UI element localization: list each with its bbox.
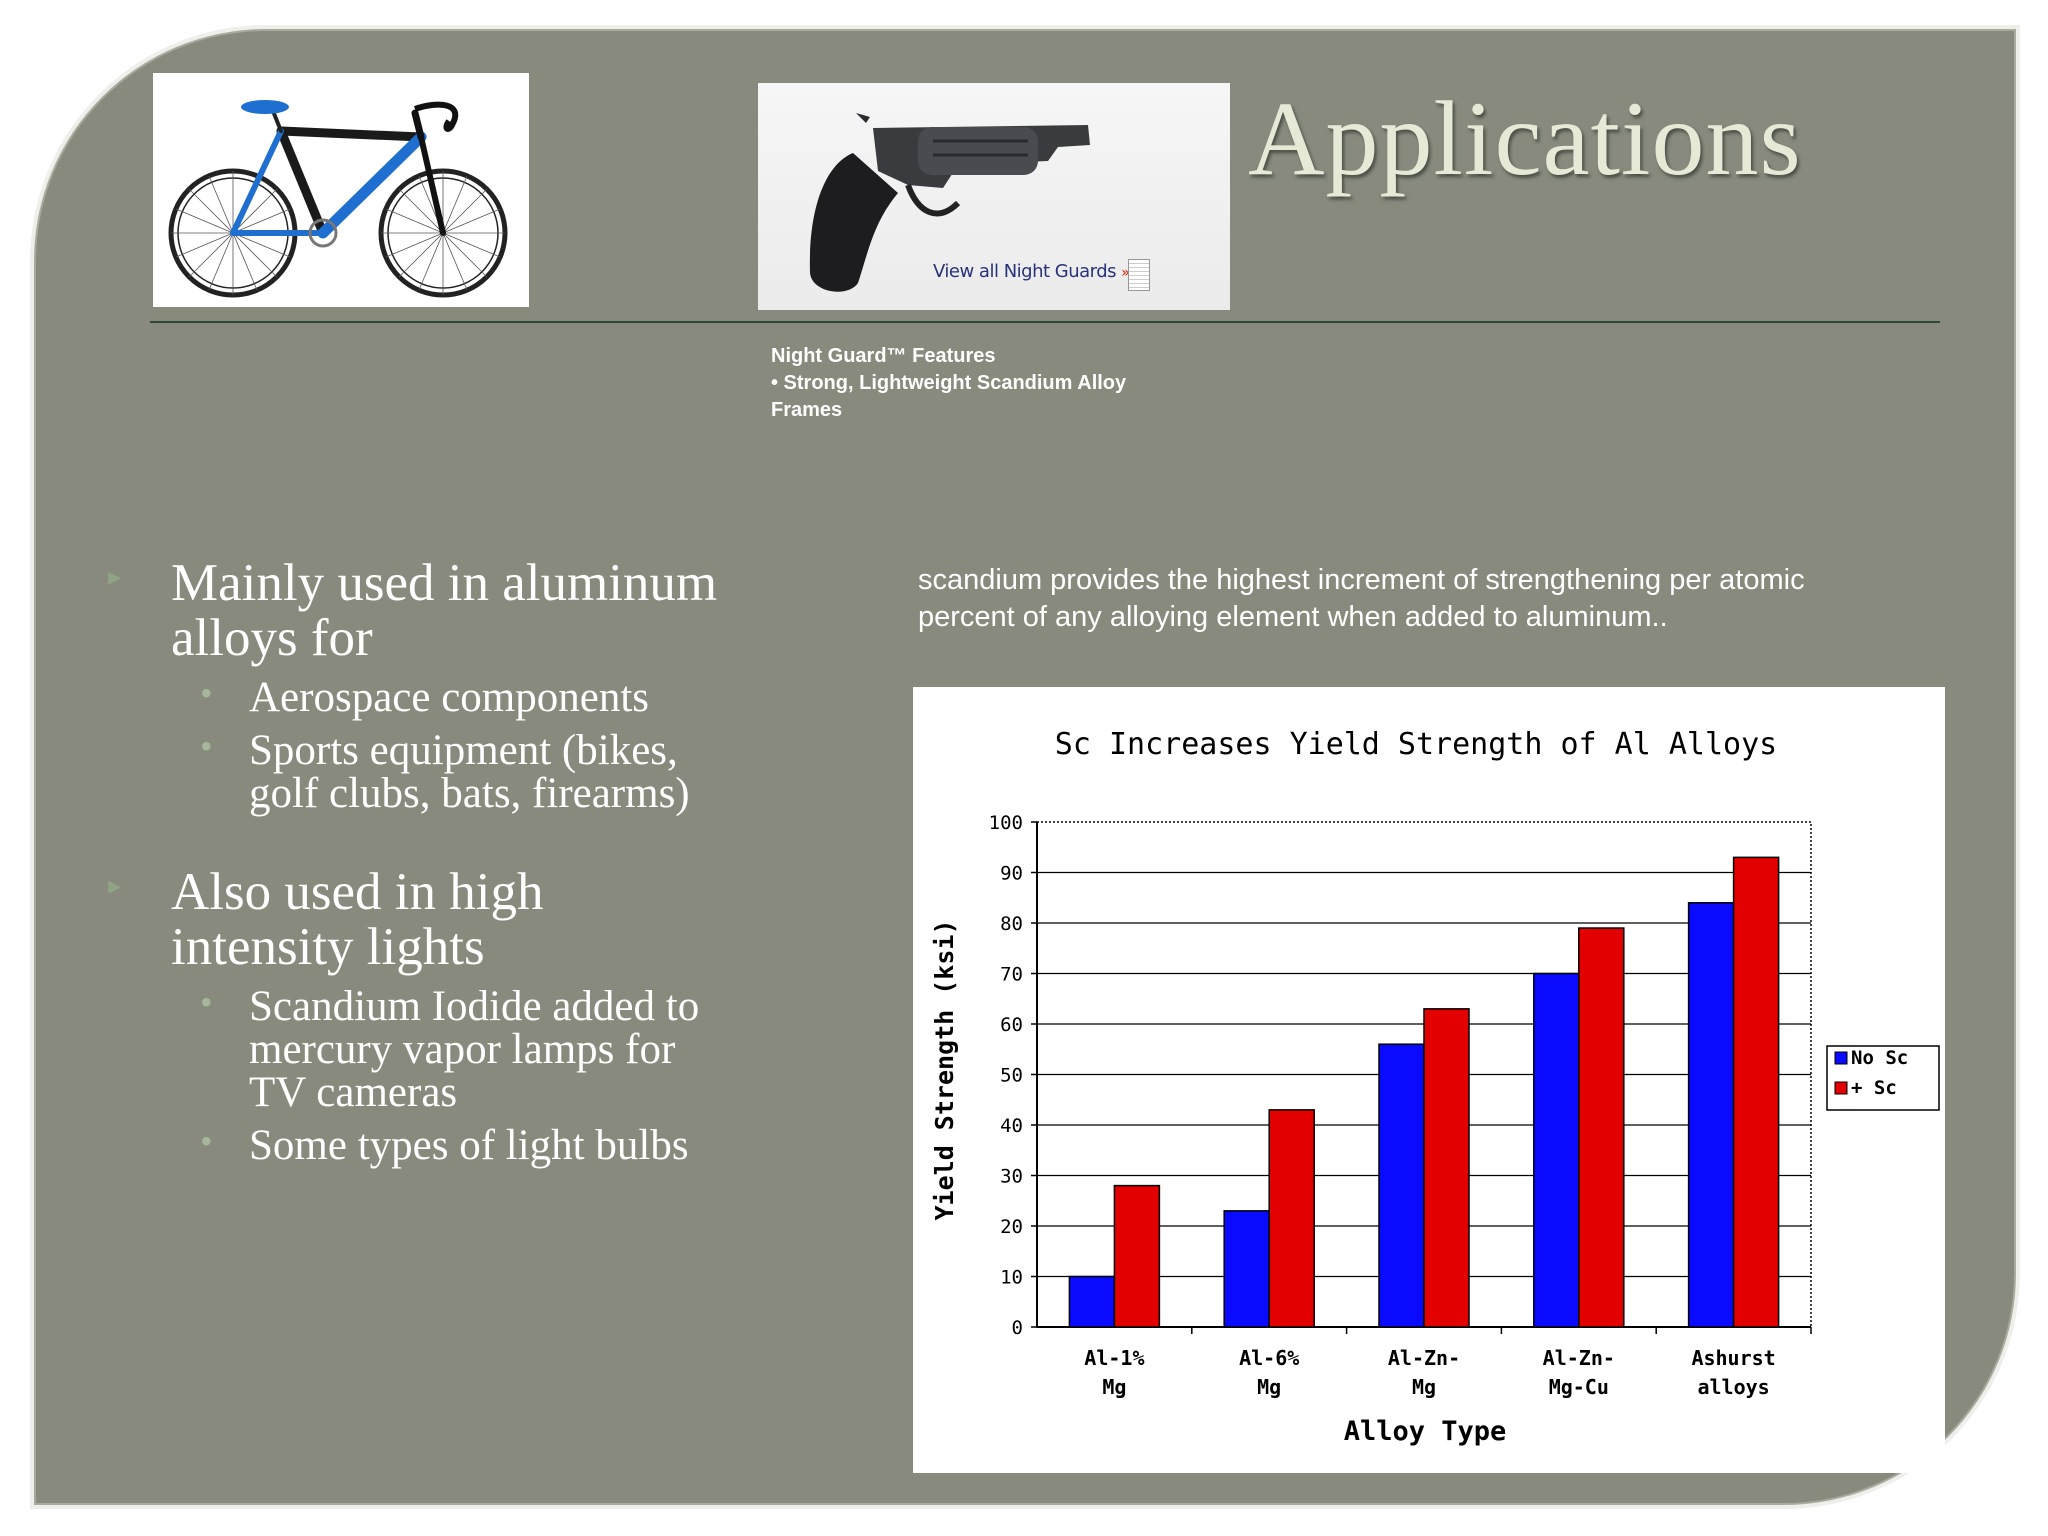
- x-tick-label: Mg-Cu: [1549, 1375, 1609, 1399]
- bar-no-sc: [1533, 972, 1580, 1328]
- legend-swatch: [1834, 1081, 1848, 1095]
- bullet-dot-icon: •: [200, 726, 213, 766]
- chart-svg: Sc Increases Yield Strength of Al Alloys…: [930, 727, 1940, 1447]
- bullet-dot-icon: •: [200, 982, 213, 1022]
- bar-no-sc: [1687, 902, 1735, 1328]
- x-tick-label: Al-1%: [1084, 1346, 1144, 1370]
- bar-plus-sc: [1423, 1008, 1470, 1328]
- y-tick-label: 0: [1012, 1317, 1023, 1339]
- quote-line: scandium provides the highest increment …: [918, 564, 1805, 596]
- y-tick-label: 60: [1000, 1014, 1023, 1036]
- caption-line: • Strong, Lightweight Scandium Alloy: [771, 372, 1127, 394]
- y-tick-label: 30: [1000, 1166, 1023, 1188]
- scroll-thumb-icon: [1128, 259, 1150, 291]
- y-tick-label: 50: [1000, 1065, 1023, 1087]
- bar-plus-sc: [1268, 1109, 1315, 1328]
- legend-label: + Sc: [1851, 1077, 1897, 1099]
- bullet-marker-icon: ▸: [108, 871, 122, 900]
- bar-no-sc: [1223, 1210, 1270, 1328]
- bullet-dot-icon: •: [200, 1121, 213, 1161]
- y-tick-label: 40: [1000, 1115, 1023, 1137]
- x-axis-label: Alloy Type: [1344, 1416, 1507, 1447]
- title-divider: [150, 321, 1940, 323]
- revolver-photo: View all Night Guards »: [758, 83, 1230, 310]
- y-tick-label: 100: [989, 812, 1023, 834]
- night-guard-caption: Night Guard™ Features • Strong, Lightwei…: [771, 343, 1201, 424]
- bar-no-sc: [1378, 1043, 1425, 1328]
- x-tick-label: Mg: [1412, 1375, 1436, 1399]
- sub-bullet-sports-equipment: • Sports equipment (bikes, golf clubs, b…: [100, 726, 840, 817]
- sub-bullet-aerospace: • Aerospace components: [100, 673, 840, 721]
- y-tick-label: 80: [1000, 913, 1023, 935]
- chart-title: Sc Increases Yield Strength of Al Alloys: [1055, 727, 1777, 762]
- sub-bullet-scandium-iodide: • Scandium Iodide added to mercury vapor…: [100, 982, 840, 1116]
- scandium-quote: scandium provides the highest increment …: [918, 562, 1918, 636]
- yield-strength-chart: Sc Increases Yield Strength of Al Alloys…: [913, 687, 1945, 1473]
- caption-line: Night Guard™ Features: [771, 345, 996, 367]
- bullet-line: intensity lights: [171, 918, 485, 976]
- bullet-line: alloys for: [171, 609, 373, 667]
- caption-line: Frames: [771, 399, 843, 421]
- y-tick-label: 20: [1000, 1216, 1023, 1238]
- bullet-line: mercury vapor lamps for: [249, 1026, 676, 1073]
- bar-no-sc: [1068, 1275, 1116, 1328]
- x-tick-label: Ashurst: [1691, 1346, 1775, 1370]
- legend-swatch: [1834, 1051, 1848, 1065]
- bullet-line: golf clubs, bats, firearms): [249, 770, 690, 817]
- double-arrow-icon: »: [1121, 265, 1130, 281]
- bullet-line: Also used in high: [171, 863, 544, 921]
- y-tick-label: 10: [1000, 1267, 1023, 1289]
- bar-plus-sc: [1113, 1184, 1161, 1328]
- x-tick-label: alloys: [1697, 1375, 1769, 1399]
- bullet-line: Some types of light bulbs: [249, 1122, 689, 1169]
- view-link-label: View all Night Guards: [933, 261, 1117, 282]
- view-all-night-guards-link[interactable]: View all Night Guards »: [933, 261, 1130, 282]
- bullet-high-intensity-lights: ▸ Also used in high intensity lights: [100, 865, 840, 975]
- x-tick-label: Mg: [1102, 1375, 1126, 1399]
- bullet-dot-icon: •: [200, 673, 213, 713]
- bar-plus-sc: [1732, 856, 1780, 1328]
- sub-bullet-light-bulbs: • Some types of light bulbs: [100, 1121, 840, 1169]
- bullet-list: ▸ Mainly used in aluminum alloys for • A…: [100, 556, 840, 1169]
- x-tick-label: Mg: [1257, 1375, 1281, 1399]
- bullet-line: Aerospace components: [249, 674, 649, 721]
- slide-title: Applications: [1248, 80, 1802, 197]
- x-tick-label: Al-Zn-: [1543, 1346, 1615, 1370]
- bicycle-photo: [153, 73, 529, 307]
- y-tick-label: 90: [1000, 863, 1023, 885]
- y-tick-label: 70: [1000, 964, 1023, 986]
- bullet-line: Scandium Iodide added to: [249, 983, 700, 1030]
- legend-label: No Sc: [1851, 1047, 1908, 1069]
- x-tick-label: Al-6%: [1239, 1346, 1299, 1370]
- bar-plus-sc: [1578, 927, 1625, 1328]
- bullet-line: Mainly used in aluminum: [171, 554, 718, 612]
- bullet-marker-icon: ▸: [108, 562, 122, 591]
- y-axis-label: Yield Strength (ksi): [930, 919, 959, 1220]
- bullet-line: Sports equipment (bikes,: [249, 727, 678, 774]
- bullet-aluminum-alloys: ▸ Mainly used in aluminum alloys for: [100, 556, 840, 666]
- bullet-line: TV cameras: [249, 1069, 458, 1116]
- quote-line: percent of any alloying element when add…: [918, 601, 1668, 633]
- x-tick-label: Al-Zn-: [1388, 1346, 1460, 1370]
